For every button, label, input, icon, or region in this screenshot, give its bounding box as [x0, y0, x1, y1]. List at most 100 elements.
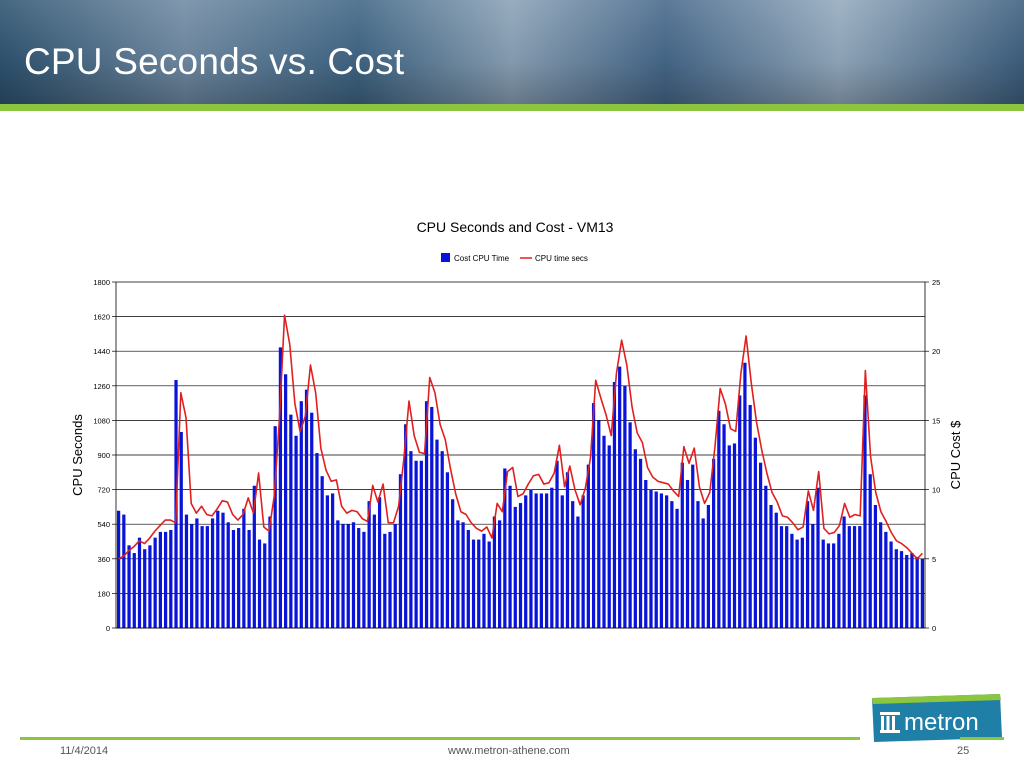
bar — [158, 531, 162, 628]
bar — [863, 395, 867, 628]
bar — [644, 479, 648, 628]
bar — [143, 549, 147, 628]
bar — [732, 443, 737, 628]
y-tick-label: 540 — [97, 520, 110, 529]
bar — [518, 503, 523, 628]
columns-icon — [880, 712, 900, 733]
bar — [712, 458, 716, 628]
bar — [169, 529, 173, 628]
slide-header — [0, 0, 1024, 104]
bar — [116, 510, 121, 628]
bar — [889, 541, 893, 628]
bar — [440, 451, 444, 628]
bar — [753, 437, 757, 628]
bar — [216, 510, 220, 628]
bar — [665, 495, 669, 628]
bar — [351, 522, 356, 628]
bar — [852, 526, 857, 628]
y2-tick-label: 5 — [932, 555, 936, 564]
bar — [670, 501, 674, 628]
bar — [691, 464, 695, 628]
bar — [576, 516, 580, 628]
bar — [325, 495, 330, 628]
y2-tick-label: 25 — [932, 278, 940, 287]
bar — [466, 529, 470, 628]
bar — [591, 403, 596, 628]
bar — [555, 460, 559, 628]
bar — [774, 512, 778, 628]
bar — [868, 474, 872, 628]
y-axis-label: CPU Seconds — [70, 414, 85, 496]
bar — [419, 460, 423, 628]
bar — [263, 543, 267, 628]
bar — [383, 533, 387, 628]
bar — [268, 516, 272, 628]
bar — [586, 464, 590, 628]
bar — [377, 497, 382, 628]
legend-label-line: CPU time secs — [535, 254, 588, 263]
y2-tick-label: 0 — [932, 624, 936, 633]
bar — [357, 528, 361, 628]
bar — [905, 554, 909, 628]
bar — [638, 458, 643, 628]
bar — [330, 493, 335, 628]
y2-tick-label: 20 — [932, 347, 940, 356]
bar — [257, 539, 262, 628]
bar — [409, 451, 413, 628]
bar — [210, 518, 215, 628]
bar — [231, 529, 236, 628]
metron-logo: metron — [868, 692, 1006, 744]
bar — [498, 520, 502, 628]
bar — [811, 524, 815, 628]
bar — [722, 424, 726, 628]
footer-rule — [20, 737, 860, 740]
bar — [388, 531, 392, 628]
bar — [430, 406, 434, 628]
bar — [137, 537, 142, 628]
y2-tick-label: 15 — [932, 416, 940, 425]
bar — [701, 518, 705, 628]
bar — [628, 422, 632, 628]
bar — [618, 366, 622, 628]
y-tick-label: 180 — [97, 589, 110, 598]
bar — [393, 524, 397, 628]
bar — [492, 516, 497, 628]
bar — [696, 501, 700, 628]
bar — [435, 439, 439, 628]
bar — [879, 522, 883, 628]
bar — [320, 476, 324, 628]
bar — [884, 531, 888, 628]
y-tick-label: 360 — [97, 555, 110, 564]
bar — [414, 460, 418, 628]
bar — [539, 493, 543, 628]
bar — [299, 401, 303, 628]
bar — [294, 435, 298, 628]
bar — [894, 549, 898, 628]
logo-text: metron — [904, 709, 979, 736]
bar — [456, 520, 460, 628]
bar — [424, 401, 429, 628]
bar — [367, 501, 371, 628]
chart-bars — [116, 347, 925, 628]
bar — [451, 499, 455, 628]
bar — [534, 493, 538, 628]
legend-swatch-bar — [441, 253, 450, 262]
bar — [362, 531, 366, 628]
bar — [529, 489, 533, 628]
bar — [685, 479, 690, 628]
bar — [623, 385, 627, 628]
bar — [127, 545, 131, 628]
footer-date: 11/4/2014 — [60, 745, 109, 757]
chart-axes: 0 180 360 540 720 900 1080 1260 1440 1620 1800 0 5 10… — [93, 278, 940, 633]
bar — [764, 485, 768, 628]
bar — [508, 485, 512, 628]
bar — [544, 493, 549, 628]
bar — [341, 524, 345, 628]
bar — [790, 533, 794, 628]
bar — [550, 487, 554, 628]
bar — [758, 462, 763, 628]
bar — [278, 347, 283, 628]
bar — [179, 431, 183, 628]
bar — [581, 495, 585, 628]
